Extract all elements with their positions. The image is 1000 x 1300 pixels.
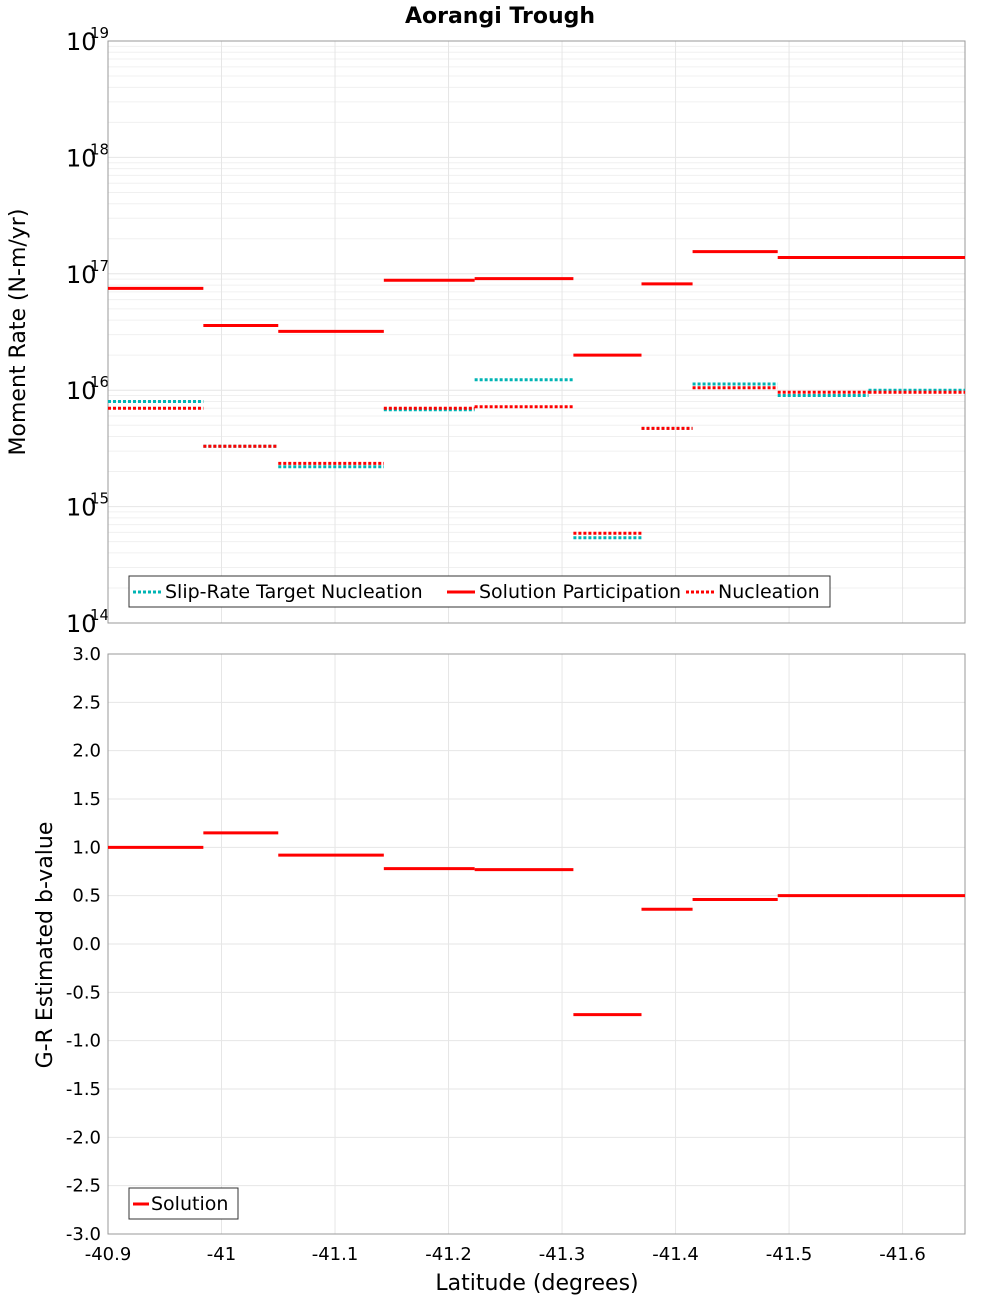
bottom-y-tick-label: 2.5 xyxy=(72,692,101,713)
x-tick-label: -41.3 xyxy=(539,1244,586,1265)
top-y-tick-label-base: 10 xyxy=(66,144,97,172)
bottom-y-tick-label: 1.0 xyxy=(72,837,101,858)
x-axis-label: Latitude (degrees) xyxy=(435,1271,638,1296)
bottom-y-tick-label: -2.5 xyxy=(66,1176,101,1197)
top-y-tick-label-base: 10 xyxy=(66,377,97,405)
x-tick-label: -41.4 xyxy=(652,1244,699,1265)
bottom-legend-label: Solution xyxy=(151,1193,228,1215)
x-tick-label: -40.9 xyxy=(85,1244,132,1265)
bottom-y-tick-label: -1.5 xyxy=(66,1079,101,1100)
bottom-y-tick-label: -1.0 xyxy=(66,1031,101,1052)
bottom-y-tick-label: 0.0 xyxy=(72,934,101,955)
b-value-panel: 3.0 2.5 2.0 1.5 1.0 0.5 0.0 -0.5 -1.0 -1.5 -2.0 -2.… xyxy=(66,644,966,1265)
top-y-tick-label-exponent: 15 xyxy=(90,490,109,508)
top-legend-box xyxy=(128,575,831,608)
bottom-plot-frame xyxy=(107,653,966,1235)
x-tick-label: -41.1 xyxy=(312,1244,359,1265)
bottom-y-tick-label: -0.5 xyxy=(66,982,101,1003)
top-y-tick-label-base: 10 xyxy=(66,610,97,638)
top-y-axis-label: Moment Rate (N-m/yr) xyxy=(6,209,31,456)
top-y-tick-label-exponent: 18 xyxy=(90,140,109,158)
top-legend: Slip-Rate Target Nucleation Solution Part… xyxy=(128,575,831,608)
bottom-y-axis-label: G-R Estimated b-value xyxy=(33,822,58,1069)
legend-label-2: Nucleation xyxy=(718,581,820,603)
legend-label-0: Slip-Rate Target Nucleation xyxy=(165,581,423,603)
x-tick-label: -41.6 xyxy=(879,1244,926,1265)
bottom-y-tick-label: 0.5 xyxy=(72,886,101,907)
bottom-y-tick-label: 2.0 xyxy=(72,741,101,762)
bottom-y-tick-label: -3.0 xyxy=(66,1224,101,1245)
x-tick-label: -41 xyxy=(207,1244,236,1265)
bottom-legend: Solution xyxy=(128,1187,239,1220)
bottom-y-tick-label: -2.0 xyxy=(66,1127,101,1148)
x-tick-label: -41.5 xyxy=(766,1244,813,1265)
top-y-tick-label-exponent: 14 xyxy=(90,606,109,624)
chart-title: Aorangi Trough xyxy=(405,4,595,29)
top-y-tick-label-base: 10 xyxy=(66,494,97,522)
top-plot-area xyxy=(108,41,965,623)
legend-label-1: Solution Participation xyxy=(479,581,681,603)
bottom-y-tick-label: 1.5 xyxy=(72,789,101,810)
x-tick-label: -41.2 xyxy=(425,1244,472,1265)
top-y-tick-label-exponent: 19 xyxy=(90,24,109,42)
top-y-tick-label-exponent: 16 xyxy=(90,373,109,391)
bottom-y-tick-label: 3.0 xyxy=(72,644,101,665)
top-y-tick-label-base: 10 xyxy=(66,261,97,289)
top-y-tick-label-exponent: 17 xyxy=(90,257,109,275)
top-plot-frame xyxy=(107,40,966,624)
top-y-tick-label-base: 10 xyxy=(66,28,97,56)
